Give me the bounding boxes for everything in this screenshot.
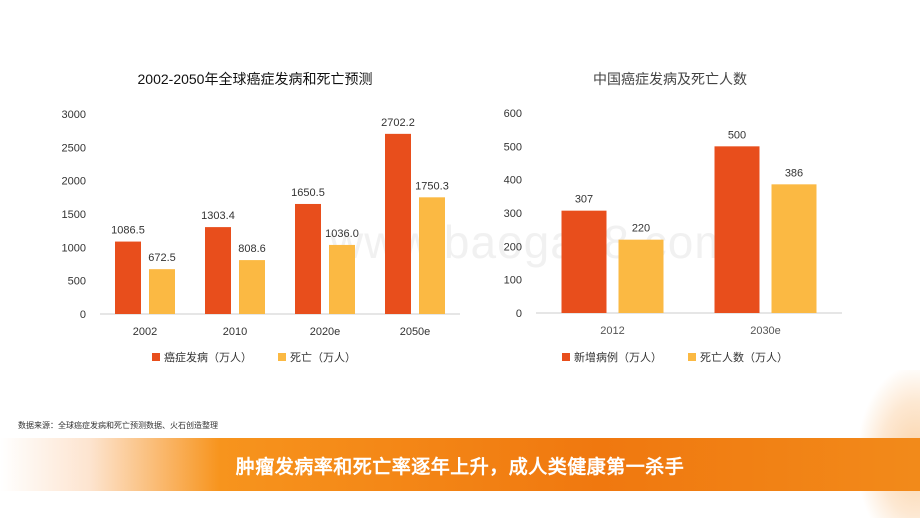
y-tick-label: 400 bbox=[504, 175, 522, 187]
bar-secondary bbox=[149, 269, 175, 314]
y-tick-label: 2500 bbox=[62, 142, 86, 154]
legend-swatch bbox=[278, 353, 286, 361]
y-tick-label: 0 bbox=[516, 308, 522, 320]
bar-secondary bbox=[419, 197, 445, 314]
china-cancer-chart: 中国癌症发病及死亡人数 0 100 200 300 400 500 600 307 220 2012… bbox=[480, 55, 860, 385]
source-note: 数据来源：全球癌症发病和死亡预测数据、火石创造整理 bbox=[18, 421, 218, 430]
data-label: 386 bbox=[785, 167, 803, 179]
data-label: 500 bbox=[728, 129, 746, 141]
china-cancer-chart-svg: 中国癌症发病及死亡人数 0 100 200 300 400 500 600 307 220 2012… bbox=[504, 71, 842, 364]
y-tick-label: 600 bbox=[504, 108, 522, 120]
x-tick-label: 2030e bbox=[750, 325, 781, 337]
x-tick-label: 2012 bbox=[600, 325, 624, 337]
legend-label: 新增病例（万人） bbox=[574, 350, 662, 364]
bar-primary bbox=[714, 146, 760, 313]
global-cancer-chart: 2002-2050年全球癌症发病和死亡预测 0 500 1000 1500 2000 250… bbox=[50, 55, 460, 385]
x-tick-label: 2002 bbox=[133, 326, 157, 338]
y-tick-label: 1000 bbox=[62, 242, 86, 254]
bar-primary bbox=[205, 227, 231, 314]
y-tick-label: 500 bbox=[504, 141, 522, 153]
y-tick-label: 0 bbox=[80, 309, 86, 321]
data-label: 307 bbox=[575, 194, 593, 206]
y-tick-label: 3000 bbox=[62, 109, 86, 121]
bar-primary bbox=[115, 241, 141, 314]
banner-text: 肿瘤发病率和死亡率逐年上升，成人类健康第一杀手 bbox=[235, 457, 685, 478]
legend-label: 死亡人数（万人） bbox=[700, 350, 788, 364]
y-tick-label: 500 bbox=[68, 276, 86, 288]
x-tick-label: 2020e bbox=[310, 326, 341, 338]
data-label: 808.6 bbox=[238, 243, 266, 255]
legend-label: 死亡（万人） bbox=[290, 350, 356, 364]
chart-title: 中国癌症发病及死亡人数 bbox=[593, 71, 747, 87]
legend-swatch bbox=[152, 353, 160, 361]
bar-secondary bbox=[329, 244, 355, 314]
conclusion-banner bbox=[0, 438, 920, 491]
legend-label: 癌症发病（万人） bbox=[164, 350, 252, 364]
bar-primary bbox=[385, 133, 411, 314]
data-label: 1036.0 bbox=[325, 228, 359, 240]
bar-primary bbox=[295, 203, 321, 314]
bar-secondary bbox=[771, 184, 817, 313]
data-label: 1086.5 bbox=[111, 225, 145, 237]
data-label: 2702.2 bbox=[381, 117, 415, 129]
y-tick-label: 1500 bbox=[62, 209, 86, 221]
data-label: 220 bbox=[632, 223, 650, 235]
global-cancer-chart-svg: 2002-2050年全球癌症发病和死亡预测 0 500 1000 1500 2000 250… bbox=[62, 71, 460, 364]
bar-secondary bbox=[618, 239, 664, 313]
chart-title: 2002-2050年全球癌症发病和死亡预测 bbox=[138, 71, 373, 87]
bar-primary bbox=[561, 210, 607, 313]
y-tick-label: 200 bbox=[504, 241, 522, 253]
legend-swatch bbox=[562, 353, 570, 361]
bar-secondary bbox=[239, 260, 265, 314]
legend-swatch bbox=[688, 353, 696, 361]
y-tick-label: 100 bbox=[504, 275, 522, 287]
x-tick-label: 2010 bbox=[223, 326, 247, 338]
data-label: 1750.3 bbox=[415, 180, 449, 192]
y-tick-label: 300 bbox=[504, 208, 522, 220]
data-label: 1650.5 bbox=[291, 187, 325, 199]
data-label: 1303.4 bbox=[201, 210, 235, 222]
x-tick-label: 2050e bbox=[400, 326, 431, 338]
y-tick-label: 2000 bbox=[62, 176, 86, 188]
data-label: 672.5 bbox=[148, 252, 176, 264]
